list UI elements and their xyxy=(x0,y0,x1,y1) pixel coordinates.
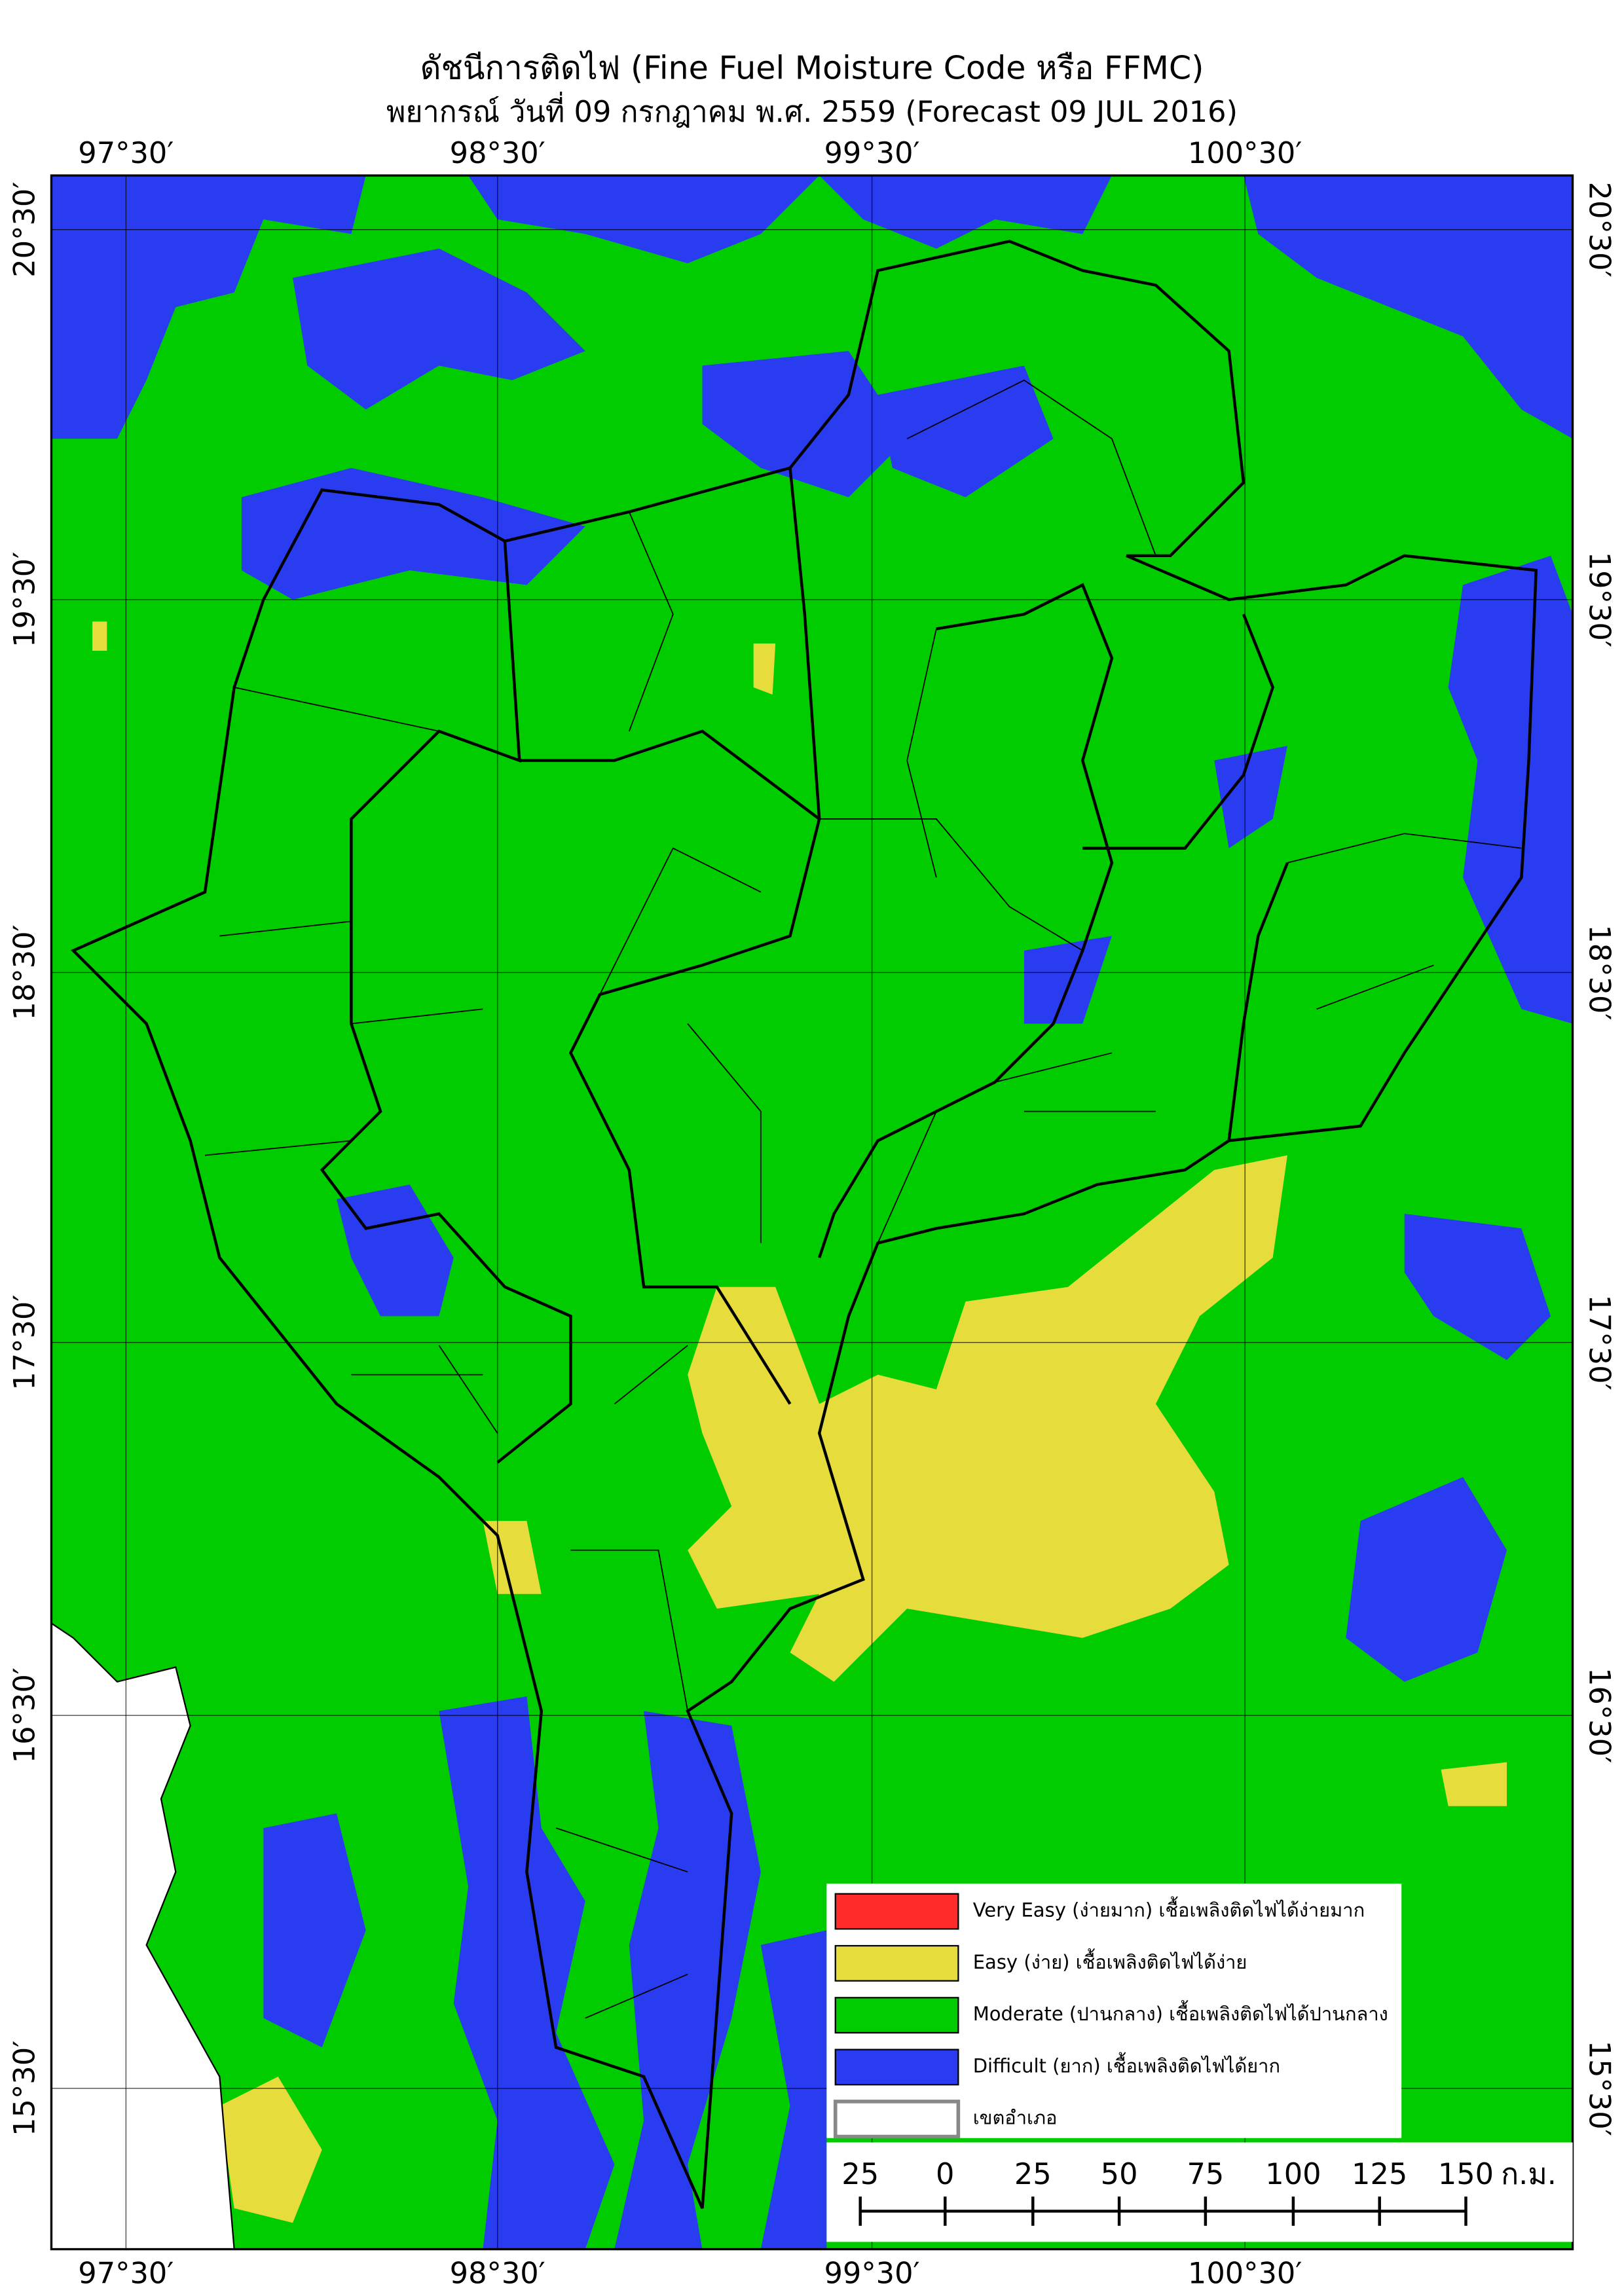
blue-area xyxy=(439,1696,615,2250)
blue-area xyxy=(614,1711,761,2250)
map-area xyxy=(50,174,1574,2251)
legend-label: Moderate (ปานกลาง) เชื้อเพลิงติดไฟได้ปาน… xyxy=(973,2000,1388,2025)
legend-label: Difficult (ยาก) เชื้อเพลิงติดไฟได้ยาก xyxy=(973,2052,1280,2077)
legend-swatch xyxy=(834,1997,959,2034)
legend-label: Very Easy (ง่ายมาก) เชื้อเพลิงติดไฟได้ง่… xyxy=(973,1897,1365,1922)
legend-swatch xyxy=(833,2100,961,2139)
lat-label: 17°30′ xyxy=(1583,1295,1617,1391)
scale-label: 50 xyxy=(1101,2157,1138,2191)
province-boundary xyxy=(519,613,1289,1141)
province-boundary xyxy=(71,240,1538,2209)
scale-bar: 25 0 25 50 75 100 125 150 ก.ม. xyxy=(826,2142,1573,2242)
map-subtitle: พยากรณ์ วันที่ 09 กรกฎาคม พ.ศ. 2559 (For… xyxy=(386,92,1238,129)
lon-label: 98°30′ xyxy=(450,136,545,170)
scale-label: 150 xyxy=(1438,2157,1494,2191)
yellow-area xyxy=(753,643,776,695)
difficult-areas xyxy=(51,175,1573,2250)
blue-area xyxy=(293,248,585,410)
blue-area xyxy=(51,175,366,439)
lat-label: 17°30′ xyxy=(7,1295,41,1391)
blue-area xyxy=(468,175,820,264)
province-boundary xyxy=(320,541,572,1464)
blue-area xyxy=(760,1930,827,2250)
legend: Very Easy (ง่ายมาก) เชื้อเพลิงติดไฟได้ง่… xyxy=(826,1884,1402,2139)
lon-label: 98°30′ xyxy=(450,2257,545,2291)
blue-area xyxy=(877,365,1054,498)
sea-area xyxy=(51,1623,234,2250)
boundaries xyxy=(71,240,1538,2209)
lon-label: 100°30′ xyxy=(1188,136,1302,170)
coastline xyxy=(50,1622,235,2250)
lat-label: 18°30′ xyxy=(7,924,41,1020)
lat-label: 20°30′ xyxy=(1583,182,1617,278)
scale-label: 100 xyxy=(1265,2157,1321,2191)
blue-area xyxy=(241,467,585,600)
legend-swatch xyxy=(834,1944,959,1982)
scale-box xyxy=(826,2142,1573,2242)
scale-label: 25 xyxy=(841,2157,879,2191)
blue-area xyxy=(702,351,908,498)
lat-label: 16°30′ xyxy=(7,1667,41,1763)
blue-area xyxy=(1404,1214,1551,1360)
blue-area xyxy=(1243,175,1573,439)
legend-swatch xyxy=(834,1893,959,1930)
map-title: ดัชนีการติดไฟ (Fine Fuel Moisture Code ห… xyxy=(420,49,1204,87)
yellow-area xyxy=(92,621,107,651)
lon-label: 99°30′ xyxy=(824,2257,920,2291)
blue-area xyxy=(1214,746,1287,848)
legend-swatch xyxy=(834,2049,959,2086)
blue-area xyxy=(1448,555,1573,1024)
blue-area xyxy=(1346,1477,1507,1682)
lon-label: 97°30′ xyxy=(78,2257,174,2291)
lat-label: 19°30′ xyxy=(1583,552,1617,647)
yellow-area xyxy=(219,2076,322,2223)
scale-unit: ก.ม. xyxy=(1501,2157,1557,2191)
lon-label: 99°30′ xyxy=(824,136,920,170)
blue-area xyxy=(263,1813,366,2048)
district-boundary xyxy=(204,379,1522,2019)
lon-label: 100°30′ xyxy=(1188,2257,1302,2291)
blue-area xyxy=(819,175,1112,249)
map-frame xyxy=(50,174,1574,2251)
scale-label: 25 xyxy=(1014,2157,1052,2191)
lat-label: 20°30′ xyxy=(7,182,41,278)
lat-label: 15°30′ xyxy=(7,2041,41,2136)
scale-label: 75 xyxy=(1187,2157,1224,2191)
lat-label: 18°30′ xyxy=(1583,924,1617,1020)
lon-label: 97°30′ xyxy=(78,136,174,170)
yellow-area xyxy=(1441,1762,1507,1806)
lat-label: 16°30′ xyxy=(1583,1667,1617,1763)
lat-label: 19°30′ xyxy=(7,552,41,647)
legend-label: เขตอำเภอ xyxy=(973,2107,1058,2129)
blue-area xyxy=(1024,936,1112,1024)
lat-label: 15°30′ xyxy=(1583,2041,1617,2136)
yellow-area xyxy=(688,1155,1287,1682)
legend-label: Easy (ง่าย) เชื้อเพลิงติดไฟได้ง่าย xyxy=(973,1948,1247,1973)
scale-label: 0 xyxy=(936,2157,954,2191)
scale-label: 125 xyxy=(1352,2157,1407,2191)
